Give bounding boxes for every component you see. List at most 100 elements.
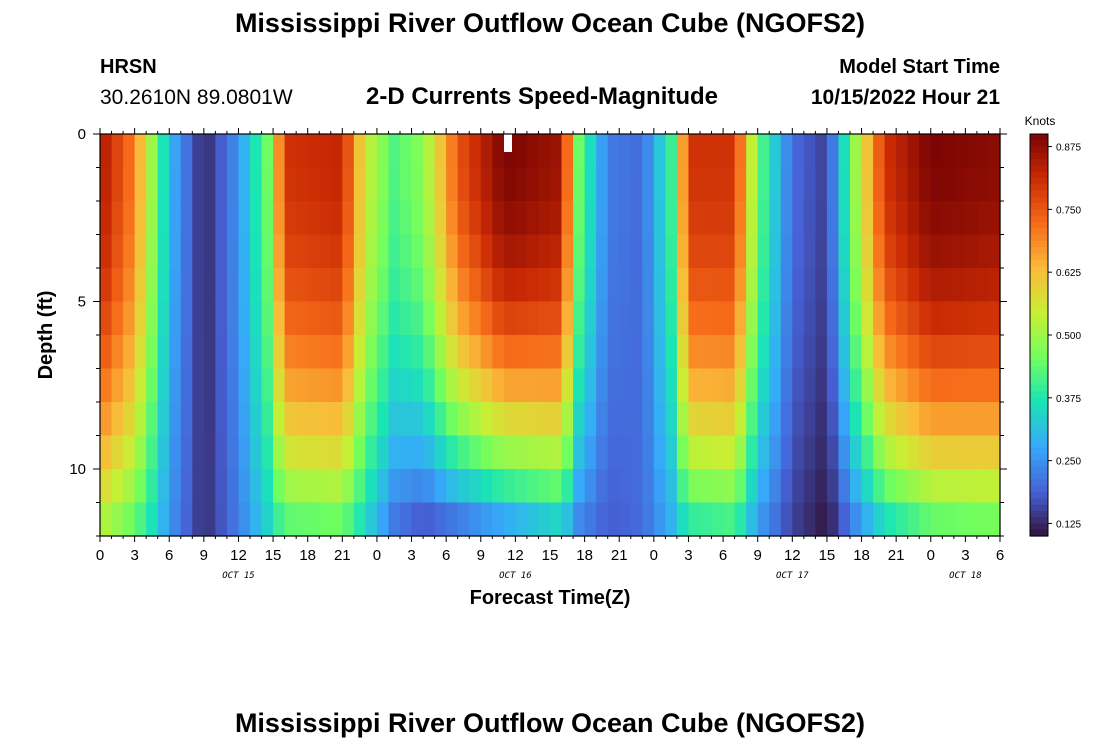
heatmap-cell bbox=[100, 201, 113, 236]
heatmap-cell bbox=[296, 167, 309, 202]
heatmap-cell bbox=[792, 301, 805, 336]
heatmap-cell bbox=[850, 201, 863, 236]
heatmap-cell bbox=[653, 435, 666, 470]
heatmap-cell bbox=[873, 368, 886, 403]
heatmap-cell bbox=[711, 201, 724, 236]
heatmap-cell bbox=[319, 268, 332, 303]
colorbar-segment bbox=[1030, 378, 1048, 386]
heatmap-cell bbox=[873, 335, 886, 370]
heatmap-cell bbox=[676, 268, 690, 303]
heatmap-cell bbox=[469, 502, 482, 537]
y-axis: 0 5 10 bbox=[69, 126, 1007, 537]
heatmap-cell bbox=[838, 301, 851, 336]
heatmap-cell bbox=[792, 502, 805, 537]
heatmap-cell bbox=[873, 234, 886, 269]
heatmap-cell bbox=[850, 234, 863, 269]
heatmap-cell bbox=[815, 435, 828, 470]
heatmap-cell bbox=[619, 435, 632, 470]
colorbar-segment bbox=[1030, 165, 1048, 173]
heatmap-cell bbox=[238, 201, 251, 236]
heatmap-cell bbox=[307, 201, 320, 236]
heatmap-cell bbox=[261, 368, 274, 403]
colorbar-segment bbox=[1030, 460, 1048, 468]
heatmap-cell bbox=[376, 335, 390, 370]
heatmap-cell bbox=[815, 234, 828, 269]
heatmap-cell bbox=[676, 234, 690, 269]
heatmap-cell bbox=[388, 268, 401, 303]
heatmap-cell bbox=[480, 435, 493, 470]
heatmap-cell bbox=[861, 201, 874, 236]
heatmap-cell bbox=[203, 167, 216, 202]
heatmap-cell bbox=[930, 402, 943, 437]
heatmap-cell bbox=[711, 134, 724, 169]
heatmap-cell bbox=[930, 301, 943, 336]
heatmap-cell bbox=[723, 435, 736, 470]
heatmap-cell bbox=[976, 335, 990, 370]
heatmap-cell bbox=[769, 368, 782, 403]
heatmap-cell bbox=[884, 368, 897, 403]
heatmap-cell bbox=[515, 201, 528, 236]
heatmap-cell bbox=[561, 234, 574, 269]
heatmap-cells bbox=[100, 134, 1001, 537]
colorbar-segment bbox=[1030, 240, 1048, 248]
heatmap-cell bbox=[803, 134, 816, 169]
heatmap-cell bbox=[238, 268, 251, 303]
heatmap-cell bbox=[561, 402, 574, 437]
heatmap-cell bbox=[815, 368, 828, 403]
heatmap-cell bbox=[330, 201, 343, 236]
heatmap-cell bbox=[550, 402, 563, 437]
heatmap-cell bbox=[538, 469, 551, 504]
heatmap-cell bbox=[146, 469, 159, 504]
heatmap-cell bbox=[757, 335, 770, 370]
heatmap-cell bbox=[411, 469, 424, 504]
heatmap-cell bbox=[469, 167, 482, 202]
heatmap-cell bbox=[434, 234, 447, 269]
heatmap-cell bbox=[342, 234, 355, 269]
colorbar-tick-label: 0.625 bbox=[1056, 268, 1081, 279]
heatmap-cell bbox=[584, 368, 597, 403]
colorbar-segment bbox=[1030, 473, 1048, 481]
heatmap-cell bbox=[273, 435, 286, 470]
heatmap-cell bbox=[619, 368, 632, 403]
heatmap-cell bbox=[157, 167, 170, 202]
colorbar-segment bbox=[1030, 253, 1048, 261]
heatmap-cell bbox=[261, 301, 274, 336]
heatmap-cell bbox=[492, 368, 505, 403]
heatmap-cell bbox=[734, 502, 747, 537]
heatmap-cell bbox=[123, 502, 136, 537]
heatmap-cell bbox=[896, 402, 909, 437]
heatmap-cell bbox=[134, 301, 147, 336]
heatmap-cell bbox=[630, 301, 643, 336]
heatmap-cell bbox=[434, 335, 447, 370]
heatmap-cell bbox=[423, 134, 436, 169]
heatmap-cell bbox=[215, 268, 228, 303]
colorbar-segment bbox=[1030, 422, 1048, 430]
heatmap-cell bbox=[930, 167, 943, 202]
heatmap-cell bbox=[365, 134, 378, 169]
heatmap-cell bbox=[273, 268, 286, 303]
heatmap-cell bbox=[561, 134, 574, 169]
heatmap-cell bbox=[330, 402, 343, 437]
heatmap-cell bbox=[169, 301, 182, 336]
heatmap-cell bbox=[296, 201, 309, 236]
heatmap-cell bbox=[884, 234, 897, 269]
heatmap-cell bbox=[769, 134, 782, 169]
heatmap-cell bbox=[250, 368, 263, 403]
heatmap-cell bbox=[538, 268, 551, 303]
heatmap-cell bbox=[757, 469, 770, 504]
heatmap-cell bbox=[838, 402, 851, 437]
heatmap-cell bbox=[965, 402, 978, 437]
heatmap-cell bbox=[757, 502, 770, 537]
heatmap-cell bbox=[723, 402, 736, 437]
heatmap-cell bbox=[480, 167, 493, 202]
colorbar-segment bbox=[1030, 190, 1048, 198]
heatmap-cell bbox=[619, 167, 632, 202]
heatmap-cell bbox=[169, 435, 182, 470]
heatmap-cell bbox=[676, 167, 690, 202]
heatmap-cell bbox=[457, 234, 470, 269]
heatmap-cell bbox=[769, 402, 782, 437]
heatmap-cell bbox=[457, 335, 470, 370]
heatmap-cell bbox=[457, 502, 470, 537]
heatmap-cell bbox=[203, 469, 216, 504]
heatmap-cell bbox=[365, 201, 378, 236]
